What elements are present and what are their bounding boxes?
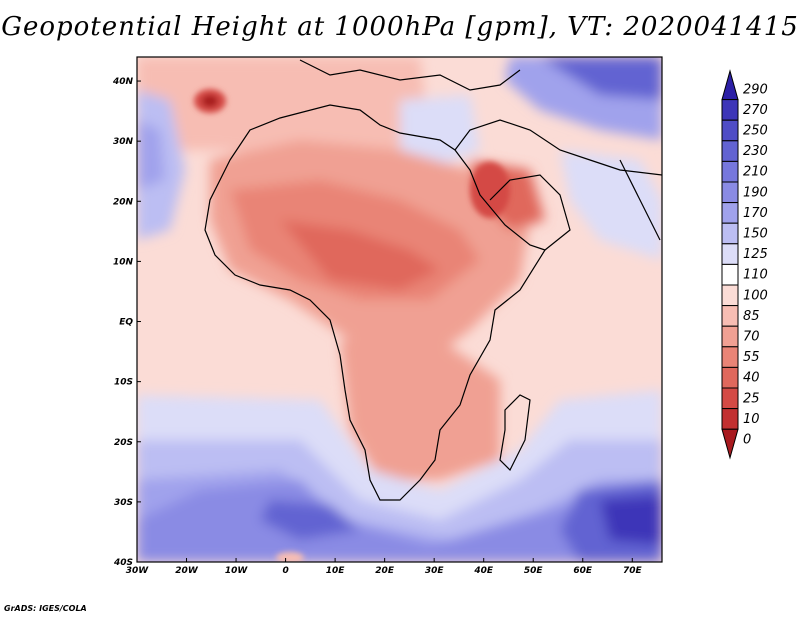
lat-tick-label: 20S: [114, 438, 133, 448]
lon-tick-label: 20W: [175, 566, 199, 576]
lat-tick-label: EQ: [119, 318, 133, 328]
lat-tick-label: 30N: [113, 137, 134, 147]
lon-tick-label: 10W: [225, 566, 249, 576]
colorbar-swatch: [721, 202, 739, 224]
colorbar-label: 0: [743, 433, 751, 448]
colorbar-label: 125: [743, 247, 768, 262]
colorbar-swatch: [721, 119, 739, 142]
colorbar-swatch: [721, 346, 739, 368]
africa-coast: [204, 104, 546, 501]
grads-credit: GrADS: IGES/COLA: [4, 604, 87, 613]
lon-tick-label: 30W: [126, 566, 150, 576]
lat-tick-label: 20N: [113, 197, 134, 207]
colorbar-swatch: [721, 305, 739, 327]
lon-tick-label: 30E: [425, 566, 445, 576]
lon-tick-label: 70E: [623, 566, 643, 576]
colorbar-swatch: [721, 263, 739, 286]
colorbar-swatch: [721, 428, 739, 460]
lon-tick-label: 40E: [473, 566, 494, 576]
colorbar-swatch: [721, 366, 739, 389]
lon-tick-label: 0: [282, 566, 288, 576]
colorbar-label: 25: [743, 391, 760, 406]
colorbar-label: 150: [743, 227, 768, 242]
india-coast: [619, 159, 661, 241]
lon-tick-label: 20E: [375, 566, 395, 576]
colorbar: 2902702502302101901701501251101008570554…: [721, 69, 768, 460]
madagascar-coast: [499, 394, 531, 472]
colorbar-swatch: [721, 181, 739, 204]
plot-frame: [136, 56, 663, 563]
colorbar-swatch: [721, 140, 739, 162]
lat-tick-label: 40N: [112, 77, 134, 87]
colorbar-swatch: [721, 99, 739, 121]
colorbar-label: 210: [743, 165, 768, 180]
map-title: Geopotential Height at 1000hPa [gpm], VT…: [1, 12, 799, 42]
colorbar-label: 10: [743, 412, 760, 427]
colorbar-label: 110: [743, 268, 768, 283]
colorbar-swatch: [721, 284, 739, 307]
colorbar-swatch: [721, 160, 739, 183]
lon-tick-label: 60E: [573, 566, 593, 576]
colorbar-label: 40: [743, 371, 760, 386]
colorbar-label: 100: [743, 288, 768, 303]
arabia-coast: [489, 174, 571, 251]
lat-tick-label: 40S: [113, 558, 133, 568]
colorbar-label: 230: [743, 144, 768, 159]
colorbar-label: 170: [743, 206, 768, 221]
colorbar-swatch: [721, 243, 739, 265]
lon-tick-label: 50E: [524, 566, 544, 576]
europe-coast: [299, 59, 521, 91]
colorbar-swatch: [721, 387, 739, 410]
colorbar-label: 290: [743, 82, 768, 97]
latitude-axis: 40N 30N 20N 10N EQ 10S 20S 30S 40S: [112, 77, 141, 568]
colorbar-swatch: [721, 325, 739, 348]
colorbar-swatch: [721, 408, 739, 430]
colorbar-label: 250: [743, 124, 768, 139]
colorbar-label: 270: [743, 103, 768, 118]
lat-tick-label: 30S: [114, 498, 133, 508]
coastlines: [204, 59, 662, 501]
longitude-axis: 30W 20W 10W 0 10E 20E 30E 40E 50E 60E 70E: [126, 558, 643, 576]
lat-tick-label: 10S: [114, 378, 133, 388]
colorbar-label: 85: [743, 309, 760, 324]
colorbar-swatch: [721, 222, 739, 245]
colorbar-label: 70: [743, 330, 760, 345]
colorbar-swatch: [721, 69, 739, 101]
colorbar-label: 55: [743, 350, 760, 365]
middle-east-coast: [454, 119, 662, 176]
lat-tick-label: 10N: [113, 257, 134, 267]
height-field: [137, 57, 662, 562]
lon-tick-label: 10E: [326, 566, 346, 576]
colorbar-label: 190: [743, 185, 768, 200]
